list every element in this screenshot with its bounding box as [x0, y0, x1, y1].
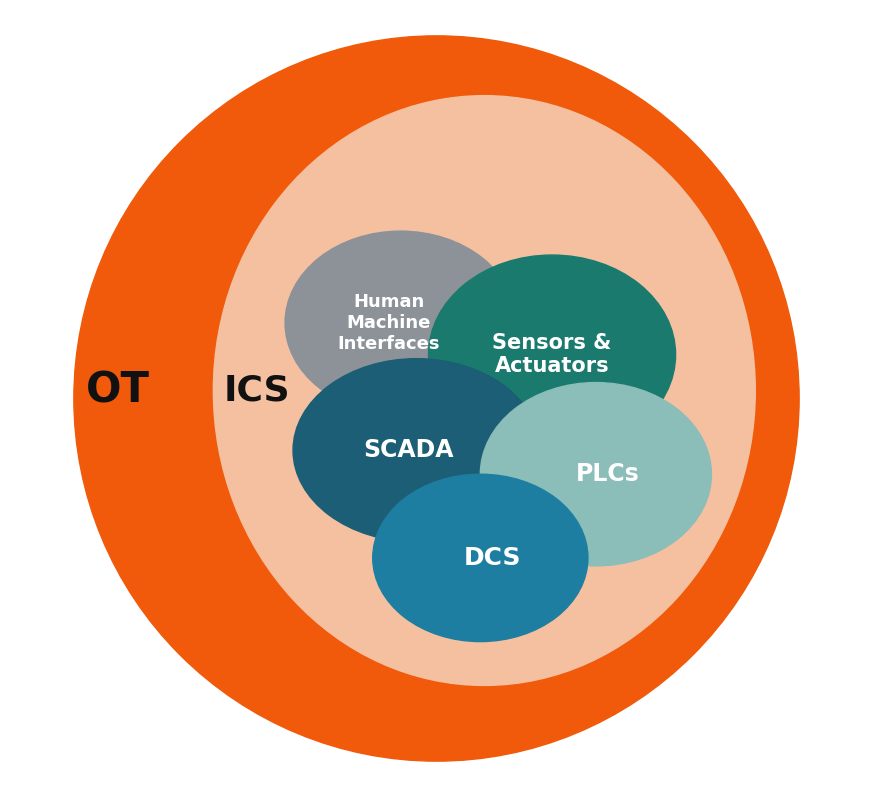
Ellipse shape: [373, 474, 588, 642]
Ellipse shape: [285, 231, 516, 414]
Circle shape: [74, 36, 799, 761]
Text: Human
Machine
Interfaces: Human Machine Interfaces: [338, 293, 440, 352]
Text: OT: OT: [86, 370, 149, 411]
Text: DCS: DCS: [464, 546, 521, 570]
Text: PLCs: PLCs: [576, 462, 640, 486]
Ellipse shape: [480, 383, 711, 566]
Ellipse shape: [293, 359, 540, 542]
Text: SCADA: SCADA: [363, 438, 454, 462]
Text: ICS: ICS: [223, 374, 291, 407]
Ellipse shape: [429, 255, 676, 454]
Text: Sensors &
Actuators: Sensors & Actuators: [492, 333, 612, 376]
Ellipse shape: [213, 96, 755, 685]
